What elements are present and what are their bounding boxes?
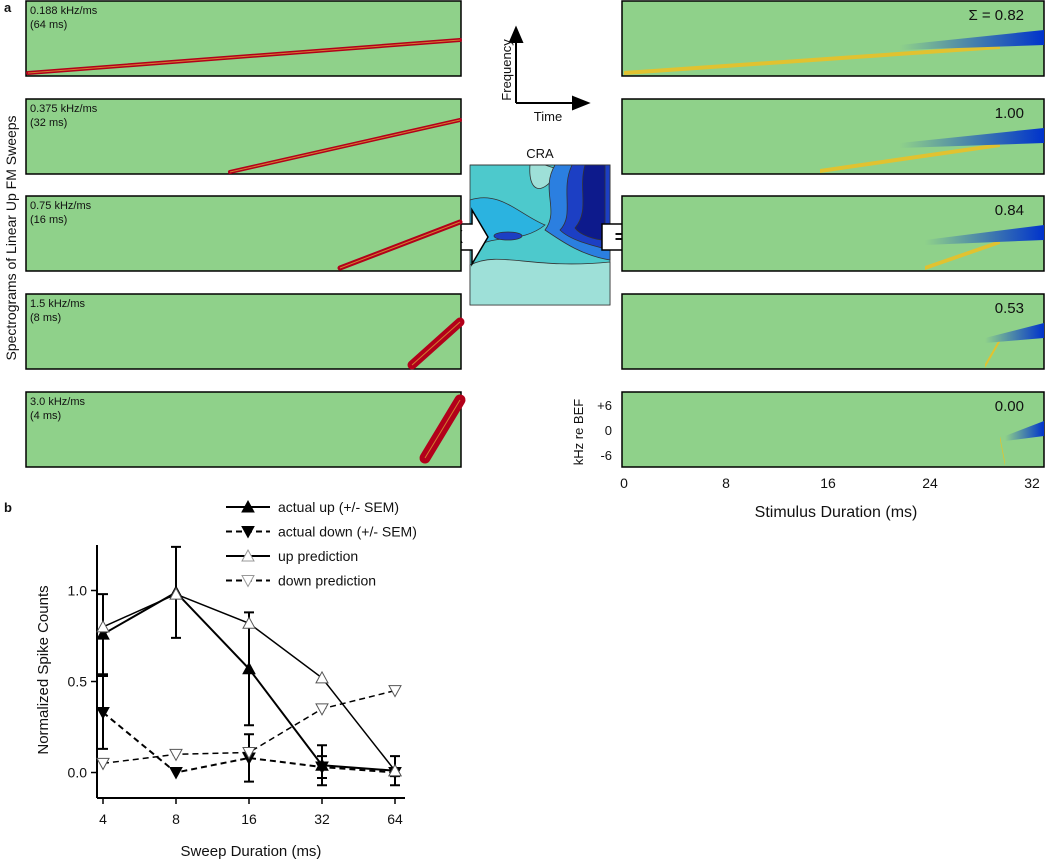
legend-label: down prediction bbox=[278, 573, 376, 589]
series-line bbox=[102, 711, 396, 774]
right-y-tick-label: 0 bbox=[605, 423, 612, 438]
right-x-tick-label: 24 bbox=[922, 475, 938, 491]
spectrogram bbox=[25, 195, 462, 272]
data-point bbox=[242, 661, 256, 675]
sum-value: 0.00 bbox=[995, 398, 1024, 415]
sweep-trace bbox=[339, 221, 461, 269]
time-label: Time bbox=[534, 109, 562, 124]
spectrogram bbox=[25, 391, 462, 468]
right-x-tick-label: 0 bbox=[620, 475, 628, 491]
right-y-label: kHz re BEF bbox=[571, 399, 586, 466]
y-tick-label: 0.5 bbox=[68, 674, 88, 690]
data-point bbox=[96, 627, 110, 640]
response-blue bbox=[1005, 421, 1044, 441]
sweep-trace bbox=[229, 119, 461, 173]
x-tick-label: 64 bbox=[387, 811, 403, 827]
x-axis-label: Sweep Duration (ms) bbox=[181, 843, 322, 860]
right-x-label: Stimulus Duration (ms) bbox=[755, 504, 918, 521]
spectrogram bbox=[25, 293, 462, 370]
response bbox=[621, 293, 1045, 370]
data-point bbox=[242, 616, 256, 629]
response bbox=[621, 391, 1045, 468]
x-tick-label: 16 bbox=[241, 811, 257, 827]
sweep-trace bbox=[424, 399, 461, 459]
y-axis-label: Spectrograms of Linear Up FM Sweeps bbox=[3, 115, 19, 360]
data-point bbox=[315, 670, 329, 684]
data-point bbox=[315, 761, 329, 775]
sum-value: 0.84 bbox=[995, 202, 1024, 219]
sweep-duration: (32 ms) bbox=[30, 117, 67, 129]
right-x-tick-label: 32 bbox=[1024, 475, 1040, 491]
legend-marker bbox=[241, 526, 255, 539]
y-axis-label: Normalized Spike Counts bbox=[35, 585, 52, 754]
cra-map bbox=[469, 164, 611, 306]
panel-label: b bbox=[4, 500, 12, 515]
response-yellow bbox=[820, 143, 1000, 173]
data-point bbox=[315, 703, 329, 716]
sum-value: Σ = 0.82 bbox=[968, 7, 1024, 24]
y-tick-label: 1.0 bbox=[68, 583, 88, 599]
sum-value: 0.53 bbox=[995, 300, 1024, 317]
legend-marker bbox=[241, 499, 255, 513]
data-point bbox=[169, 767, 183, 780]
sweep-rate: 0.75 kHz/ms bbox=[30, 200, 92, 212]
sweep-duration: (64 ms) bbox=[30, 19, 67, 31]
response-yellow bbox=[925, 240, 1000, 270]
response-yellow bbox=[624, 45, 1000, 75]
right-y-tick-label: +6 bbox=[597, 398, 612, 413]
data-point bbox=[388, 763, 402, 777]
right-y-tick-label: -6 bbox=[600, 448, 612, 463]
data-point bbox=[169, 748, 183, 762]
data-point bbox=[388, 685, 402, 698]
response-blue bbox=[900, 30, 1044, 50]
data-point bbox=[96, 619, 110, 633]
legend-label: actual up (+/- SEM) bbox=[278, 499, 399, 515]
right-x-tick-label: 16 bbox=[820, 475, 836, 491]
response-yellow bbox=[985, 338, 1000, 368]
frequency-label: Frequency bbox=[499, 39, 514, 101]
data-point bbox=[169, 587, 183, 600]
panel-label: a bbox=[4, 0, 12, 15]
data-point bbox=[242, 746, 256, 760]
response-blue bbox=[925, 225, 1044, 245]
response-blue bbox=[985, 323, 1044, 343]
y-tick-label: 0.0 bbox=[68, 765, 88, 781]
right-x-tick-label: 8 bbox=[722, 475, 730, 491]
freq-time-arrows bbox=[508, 25, 591, 111]
sweep-trace bbox=[27, 39, 461, 74]
cra-label: CRA bbox=[526, 146, 554, 161]
response-blue bbox=[900, 128, 1044, 148]
sweep-duration: (8 ms) bbox=[30, 312, 61, 324]
legend-label: actual down (+/- SEM) bbox=[278, 524, 417, 540]
response-yellow bbox=[1000, 436, 1005, 466]
sum-value: 1.00 bbox=[995, 105, 1024, 122]
sweep-rate: 0.375 kHz/ms bbox=[30, 103, 98, 115]
sweep-rate: 0.188 kHz/ms bbox=[30, 5, 98, 17]
data-point bbox=[96, 706, 110, 720]
data-point bbox=[96, 757, 110, 771]
sweep-duration: (4 ms) bbox=[30, 410, 61, 422]
legend-label: up prediction bbox=[278, 548, 358, 564]
x-tick-label: 8 bbox=[172, 811, 180, 827]
equals-sign: = bbox=[615, 227, 626, 247]
legend-marker bbox=[241, 548, 255, 562]
legend-marker bbox=[241, 575, 255, 588]
sweep-trace bbox=[411, 321, 461, 366]
sweep-rate: 1.5 kHz/ms bbox=[30, 298, 86, 310]
sweep-duration: (16 ms) bbox=[30, 214, 67, 226]
sweep-rate: 3.0 kHz/ms bbox=[30, 396, 86, 408]
spectrogram bbox=[25, 0, 462, 77]
x-tick-label: 4 bbox=[99, 811, 107, 827]
x-tick-label: 32 bbox=[314, 811, 330, 827]
